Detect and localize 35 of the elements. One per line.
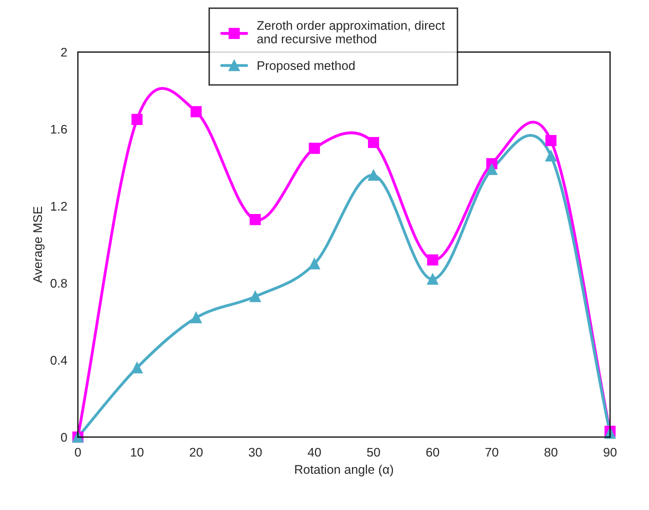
point <box>545 150 556 162</box>
point <box>427 274 438 285</box>
x-tick-label: 0 <box>74 448 81 457</box>
x-axis-title: Rotation angle (α) <box>295 464 394 476</box>
point <box>190 106 202 118</box>
y-tick-label: 1.2 <box>51 202 67 211</box>
x-tick-label: 80 <box>544 448 558 457</box>
y-tick-label: 2 <box>61 48 67 57</box>
x-tick-label: 30 <box>248 448 262 457</box>
point <box>250 290 261 302</box>
legend-label: Proposed method <box>258 60 355 72</box>
legend-label: Zeroth order approximation, direct and recursive method <box>257 20 445 44</box>
x-tick-label: 40 <box>308 448 321 457</box>
point <box>250 214 261 226</box>
x-tick-label: 90 <box>604 448 617 457</box>
y-tick-label: 0 <box>61 432 67 442</box>
x-tick-label: 20 <box>190 448 203 457</box>
point <box>368 170 380 181</box>
point <box>190 312 202 324</box>
x-tick-label: 60 <box>426 448 440 457</box>
point <box>368 136 380 148</box>
x-tick-label: 50 <box>367 448 380 457</box>
x-tick-label: 70 <box>485 448 498 457</box>
y-tick-label: 0.4 <box>50 356 68 365</box>
point <box>308 142 320 154</box>
point <box>427 254 438 266</box>
y-tick-label: 1.6 <box>51 124 67 134</box>
point <box>545 135 556 146</box>
point <box>308 258 320 270</box>
point <box>131 114 143 125</box>
x-tick-label: 10 <box>131 448 144 457</box>
y-tick-label: 0.8 <box>50 278 67 288</box>
point <box>486 164 498 176</box>
point <box>131 362 143 374</box>
y-axis-title: Average MSE <box>33 206 45 283</box>
